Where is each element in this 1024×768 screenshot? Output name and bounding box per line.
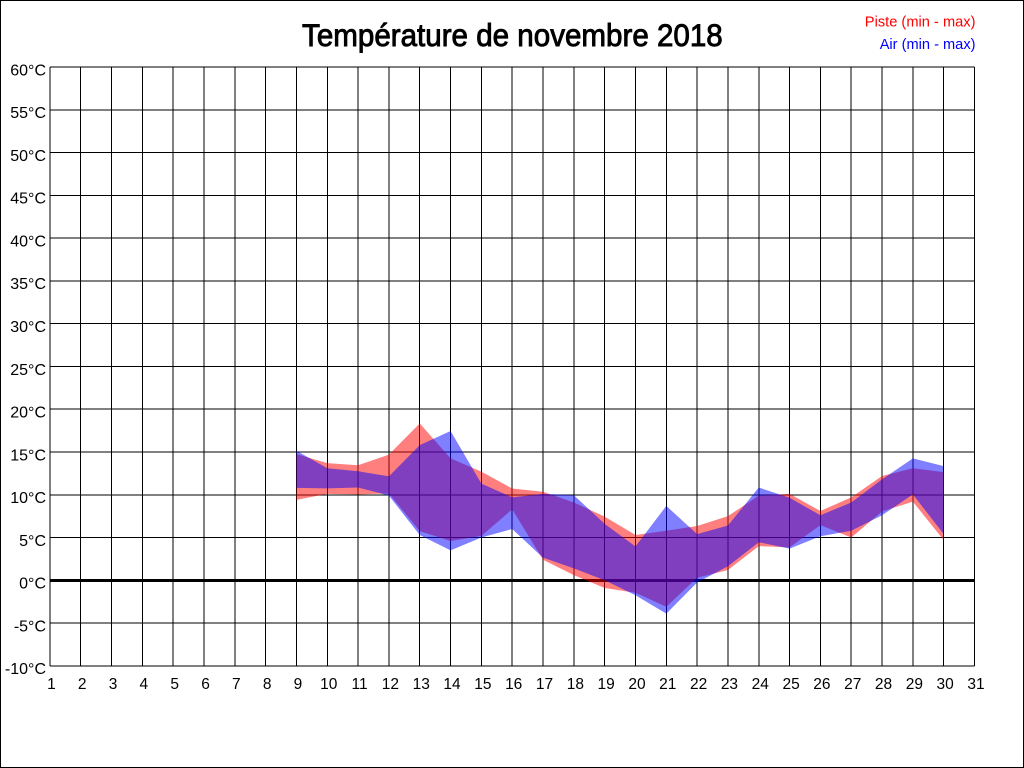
- svg-text:6: 6: [201, 676, 210, 693]
- svg-text:Température de novembre 2018: Température de novembre 2018: [302, 17, 723, 53]
- svg-text:5: 5: [170, 676, 179, 693]
- svg-text:15°C: 15°C: [10, 447, 46, 464]
- svg-text:19: 19: [598, 676, 615, 693]
- svg-text:55°C: 55°C: [10, 105, 46, 122]
- svg-text:29: 29: [906, 676, 923, 693]
- svg-text:0°C: 0°C: [19, 576, 46, 593]
- svg-text:10°C: 10°C: [10, 490, 46, 507]
- svg-text:5°C: 5°C: [19, 533, 46, 550]
- svg-text:10: 10: [320, 676, 338, 693]
- svg-text:27: 27: [844, 676, 861, 693]
- svg-text:21: 21: [659, 676, 676, 693]
- svg-text:20°C: 20°C: [10, 405, 46, 422]
- svg-text:4: 4: [140, 676, 149, 693]
- svg-text:16: 16: [505, 676, 522, 693]
- svg-text:30: 30: [937, 676, 955, 693]
- svg-text:3: 3: [109, 676, 118, 693]
- svg-text:22: 22: [690, 676, 707, 693]
- svg-text:-10°C: -10°C: [5, 661, 46, 678]
- svg-text:25°C: 25°C: [10, 362, 46, 379]
- svg-text:28: 28: [875, 676, 892, 693]
- svg-text:-5°C: -5°C: [14, 618, 46, 635]
- svg-text:7: 7: [232, 676, 241, 693]
- svg-text:Air (min - max): Air (min - max): [880, 36, 976, 53]
- svg-text:24: 24: [752, 676, 770, 693]
- svg-text:30°C: 30°C: [10, 319, 46, 336]
- svg-text:2: 2: [78, 676, 87, 693]
- svg-text:9: 9: [294, 676, 303, 693]
- svg-text:8: 8: [263, 676, 272, 693]
- svg-text:Piste (min - max): Piste (min - max): [865, 14, 976, 31]
- svg-text:25: 25: [782, 676, 799, 693]
- svg-text:31: 31: [967, 676, 984, 693]
- svg-text:23: 23: [721, 676, 738, 693]
- svg-text:18: 18: [567, 676, 584, 693]
- svg-text:20: 20: [628, 676, 646, 693]
- svg-text:50°C: 50°C: [10, 148, 46, 165]
- svg-text:40°C: 40°C: [10, 233, 46, 250]
- svg-text:11: 11: [352, 676, 368, 693]
- svg-text:13: 13: [413, 676, 430, 693]
- svg-text:17: 17: [536, 676, 553, 693]
- svg-text:60°C: 60°C: [10, 62, 46, 79]
- svg-text:1: 1: [47, 676, 56, 693]
- svg-text:15: 15: [474, 676, 491, 693]
- svg-text:45°C: 45°C: [10, 191, 46, 208]
- svg-text:12: 12: [382, 676, 399, 693]
- svg-text:14: 14: [443, 676, 461, 693]
- svg-text:26: 26: [813, 676, 830, 693]
- svg-text:35°C: 35°C: [10, 276, 46, 293]
